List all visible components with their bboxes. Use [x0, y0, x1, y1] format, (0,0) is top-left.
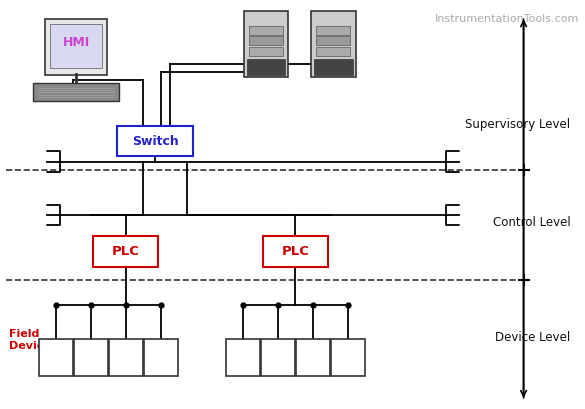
- Bar: [316, 36, 350, 45]
- Text: Control Level: Control Level: [493, 216, 570, 229]
- Bar: [247, 59, 285, 75]
- Text: PLC: PLC: [112, 245, 140, 258]
- Text: Device Level: Device Level: [495, 331, 570, 344]
- Bar: [331, 339, 365, 376]
- Bar: [74, 339, 108, 376]
- Bar: [144, 339, 178, 376]
- Bar: [314, 59, 353, 75]
- Bar: [316, 47, 350, 56]
- Bar: [316, 26, 350, 35]
- FancyBboxPatch shape: [93, 236, 158, 267]
- FancyBboxPatch shape: [311, 11, 356, 77]
- Text: Supervisory Level: Supervisory Level: [465, 118, 570, 131]
- Text: Switch: Switch: [132, 135, 178, 148]
- FancyBboxPatch shape: [263, 236, 328, 267]
- Bar: [249, 36, 283, 45]
- Bar: [109, 339, 143, 376]
- Text: PLC: PLC: [281, 245, 309, 258]
- Text: HMI: HMI: [63, 36, 90, 49]
- FancyBboxPatch shape: [45, 19, 107, 75]
- Bar: [226, 339, 260, 376]
- Text: Field
Devices: Field Devices: [9, 329, 57, 351]
- FancyBboxPatch shape: [117, 126, 193, 156]
- Bar: [39, 339, 73, 376]
- Bar: [249, 26, 283, 35]
- Bar: [249, 47, 283, 56]
- FancyBboxPatch shape: [50, 24, 102, 68]
- FancyBboxPatch shape: [244, 11, 288, 77]
- Bar: [261, 339, 295, 376]
- Text: InstrumentationTools.com: InstrumentationTools.com: [435, 14, 579, 24]
- Bar: [296, 339, 330, 376]
- FancyBboxPatch shape: [33, 83, 119, 101]
